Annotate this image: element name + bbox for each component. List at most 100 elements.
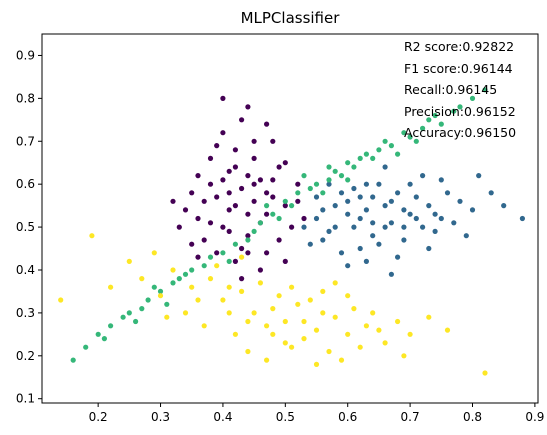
data-point (151, 250, 157, 256)
data-point (345, 160, 351, 166)
data-point (282, 203, 288, 209)
data-point (401, 237, 407, 243)
data-point (338, 357, 345, 363)
data-point (444, 190, 451, 196)
data-point (257, 267, 263, 273)
data-point (195, 297, 201, 303)
data-point (332, 203, 338, 209)
data-point (220, 95, 226, 101)
data-point (326, 177, 332, 183)
data-point (388, 143, 394, 149)
data-point (289, 203, 295, 209)
data-point (320, 190, 326, 196)
data-point (220, 177, 226, 183)
y-tick-label: 0.3 (16, 306, 35, 320)
data-point (239, 117, 245, 123)
data-point (182, 207, 189, 213)
data-point (232, 241, 238, 247)
data-point (351, 224, 357, 230)
data-point (176, 276, 182, 282)
data-point (58, 297, 64, 303)
data-point (313, 327, 320, 333)
data-point (301, 173, 307, 179)
data-point (176, 224, 182, 230)
data-point (469, 207, 476, 213)
metrics-annotations: R2 score:0.92822 F1 score:0.96144 Recall… (404, 39, 516, 140)
data-point (282, 198, 288, 204)
data-point (357, 155, 363, 161)
data-point (214, 250, 220, 256)
data-point (239, 185, 245, 192)
points-layer (58, 87, 526, 376)
data-point (376, 327, 382, 333)
data-point (332, 224, 338, 230)
data-point (189, 190, 195, 196)
data-point (382, 340, 388, 346)
data-point (245, 318, 251, 325)
data-point (257, 177, 263, 183)
data-point (182, 310, 189, 316)
data-point (457, 104, 463, 110)
data-point (108, 323, 114, 329)
data-point (195, 254, 201, 260)
data-point (276, 215, 282, 222)
data-point (469, 95, 476, 101)
data-point (289, 284, 295, 290)
data-point (189, 284, 195, 290)
data-point (426, 117, 432, 123)
data-point (307, 185, 313, 192)
data-point (438, 121, 444, 127)
data-point (170, 267, 176, 273)
data-point (338, 173, 345, 179)
data-point (420, 125, 426, 131)
data-point (370, 233, 376, 239)
data-point (326, 348, 332, 355)
data-point (264, 211, 270, 217)
data-point (363, 207, 369, 213)
x-tick-label: 0.5 (276, 410, 295, 424)
data-point (201, 198, 207, 204)
data-point (251, 181, 257, 187)
data-point (401, 130, 407, 136)
data-point (332, 314, 338, 320)
data-point (270, 306, 276, 312)
data-point (438, 177, 444, 183)
data-point (395, 254, 401, 260)
data-point (451, 220, 457, 226)
annotation-r2: R2 score:0.92822 (404, 39, 514, 54)
data-point (407, 211, 413, 217)
data-point (220, 250, 226, 256)
series-2 (70, 87, 488, 363)
data-point (207, 254, 214, 260)
data-point (70, 357, 76, 363)
data-point (232, 203, 238, 209)
data-point (407, 134, 413, 140)
data-point (370, 194, 376, 200)
data-point (245, 104, 251, 110)
data-point (139, 306, 145, 312)
data-point (195, 173, 201, 179)
data-point (264, 190, 270, 196)
data-point (370, 310, 376, 316)
data-point (376, 181, 382, 187)
data-point (382, 138, 388, 144)
data-point (420, 173, 426, 179)
data-point (276, 237, 282, 243)
data-point (401, 353, 407, 359)
data-point (95, 331, 101, 337)
data-point (388, 220, 394, 226)
data-point (357, 215, 363, 222)
data-point (407, 331, 413, 337)
data-point (270, 177, 276, 183)
data-point (313, 361, 320, 367)
data-point (388, 198, 394, 204)
data-point (220, 224, 226, 230)
data-point (214, 263, 220, 269)
plot-frame (41, 33, 539, 404)
data-point (245, 173, 251, 179)
data-point (426, 203, 432, 209)
data-point (382, 224, 388, 230)
data-point (239, 254, 245, 260)
